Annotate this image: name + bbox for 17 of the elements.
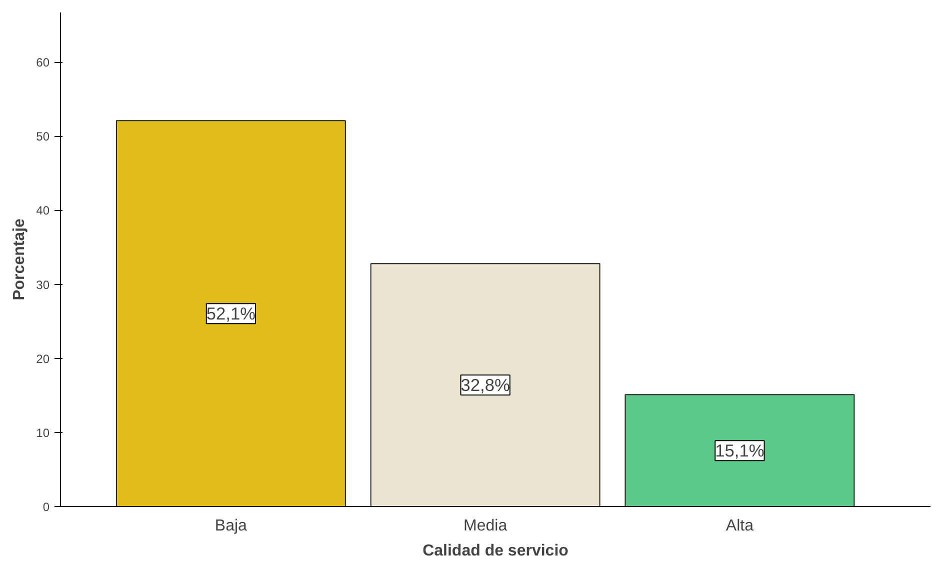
y-tick-label: 60: [36, 56, 50, 70]
y-tick-label: 40: [36, 204, 50, 218]
bar: [370, 263, 600, 506]
y-tick-label: 20: [36, 352, 50, 366]
data-label: 32,8%: [460, 375, 510, 396]
data-label: 52,1%: [206, 304, 256, 324]
x-tick-label: Baja: [214, 518, 248, 534]
y-tick-label: 50: [36, 130, 50, 144]
y-axis-title: Porcentaje: [11, 218, 28, 300]
x-tick-label: Media: [464, 518, 508, 534]
y-tick-label: 0: [42, 500, 50, 514]
x-axis-title: Calidad de servicio: [422, 542, 569, 560]
bar: [116, 120, 346, 506]
y-tick-label: 10: [36, 426, 50, 440]
bar: [624, 394, 855, 506]
x-tick-label: Alta: [726, 518, 754, 534]
y-tick-label: 30: [36, 278, 50, 292]
